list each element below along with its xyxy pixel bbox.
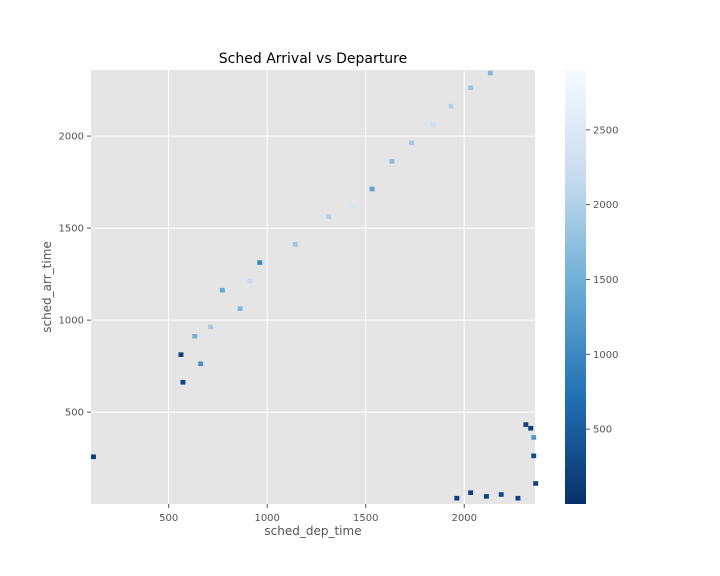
heatmap-cell	[389, 159, 395, 164]
heatmap-cell	[369, 186, 375, 192]
chart-title: Sched Arrival vs Departure	[219, 51, 407, 67]
heatmap-cell	[515, 495, 521, 501]
y-axis-ticks: 500 1000 1500 2000	[59, 132, 91, 419]
heatmap-cell	[178, 352, 184, 357]
heatmap-cells	[91, 70, 539, 501]
x-tick-label: 2000	[452, 513, 477, 524]
heatmap-cell	[430, 122, 436, 127]
y-tick-label: 1000	[59, 316, 84, 327]
y-tick-label: 500	[65, 408, 84, 419]
heatmap-cell	[533, 481, 539, 486]
colorbar-tick-label: 1000	[593, 350, 618, 361]
plot-area	[91, 70, 535, 504]
heatmap-cell	[528, 425, 534, 431]
heatmap-cell	[487, 70, 493, 76]
y-axis-label: sched_arr_time	[40, 241, 54, 333]
x-tick-label: 1000	[254, 513, 279, 524]
y-tick-label: 1500	[59, 224, 84, 235]
heatmap-cell	[257, 260, 263, 265]
heatmap-cell	[292, 241, 298, 247]
heatmap-cell	[198, 361, 204, 367]
colorbar-ticks: 500 1000 1500 2000 2500	[586, 125, 618, 436]
heatmap-cell	[247, 278, 253, 284]
heatmap-cell	[326, 214, 332, 219]
heatmap-cell	[498, 492, 504, 497]
colorbar-tick-label: 2500	[593, 125, 618, 136]
heatmap-cell	[192, 333, 198, 339]
colorbar-tick-label: 500	[593, 425, 612, 436]
colorbar-tick-label: 1500	[593, 275, 618, 286]
heatmap-cell	[349, 205, 355, 210]
heatmap-cell	[219, 287, 225, 293]
heatmap-cell	[483, 494, 489, 499]
heatmap-cell	[208, 324, 213, 330]
y-tick-label: 2000	[59, 132, 84, 143]
x-axis-label: sched_dep_time	[264, 524, 361, 538]
heatmap-cell	[468, 490, 474, 495]
heatmap-cell	[468, 85, 474, 91]
heatmap-cell	[409, 140, 414, 146]
heatmap-cell	[91, 454, 96, 460]
heatmap-cell	[237, 306, 243, 311]
colorbar-tick-label: 2000	[593, 200, 618, 211]
x-tick-label: 1500	[353, 513, 378, 524]
colorbar	[565, 70, 586, 504]
heatmap-cell	[180, 379, 186, 385]
x-tick-label: 500	[159, 513, 178, 524]
heatmap-cell	[531, 435, 537, 440]
heatmap-cell	[448, 103, 454, 109]
grid-lines	[91, 70, 535, 504]
heatmap-cell	[531, 453, 537, 459]
heatmap-cell	[523, 422, 529, 427]
x-axis-ticks: 500 1000 1500 2000	[159, 504, 477, 524]
heatmap-cell	[454, 495, 460, 501]
